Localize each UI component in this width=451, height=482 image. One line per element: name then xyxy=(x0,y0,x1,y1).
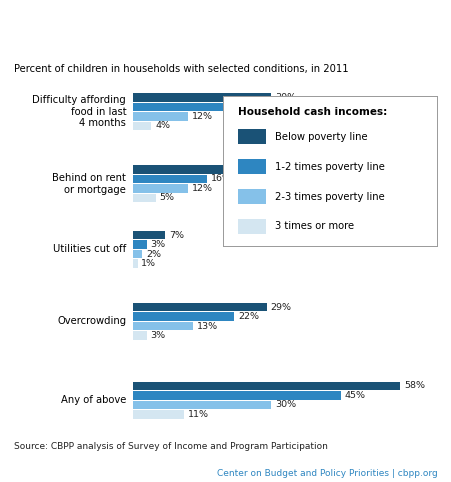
Text: 3%: 3% xyxy=(151,331,166,340)
Text: 12%: 12% xyxy=(192,184,213,193)
Text: Below poverty line: Below poverty line xyxy=(275,132,367,142)
Text: 16%: 16% xyxy=(211,174,231,184)
Bar xyxy=(133,184,189,193)
FancyBboxPatch shape xyxy=(238,129,266,144)
FancyBboxPatch shape xyxy=(238,159,266,174)
Bar xyxy=(133,174,207,183)
Text: 4%: 4% xyxy=(155,121,170,130)
Bar xyxy=(133,250,142,258)
Bar xyxy=(133,303,267,311)
Text: 13%: 13% xyxy=(197,321,218,331)
Text: 3%: 3% xyxy=(151,240,166,249)
Text: 30%: 30% xyxy=(275,93,296,102)
FancyBboxPatch shape xyxy=(238,189,266,204)
Text: 58%: 58% xyxy=(404,381,425,390)
FancyBboxPatch shape xyxy=(238,219,266,234)
Bar xyxy=(133,240,147,249)
Bar xyxy=(133,382,400,390)
Text: 20%: 20% xyxy=(229,102,250,111)
Bar xyxy=(133,194,156,202)
Bar xyxy=(133,312,235,321)
Text: 2-3 times poverty line: 2-3 times poverty line xyxy=(275,191,384,201)
Text: 12%: 12% xyxy=(192,112,213,121)
Text: Percent of children in households with selected conditions, in 2011: Percent of children in households with s… xyxy=(14,64,348,74)
Text: 45%: 45% xyxy=(344,391,365,400)
Bar xyxy=(133,165,239,174)
Bar xyxy=(133,103,225,111)
Text: 22%: 22% xyxy=(238,312,259,321)
Text: 2%: 2% xyxy=(146,250,161,258)
Text: Figure 1: Figure 1 xyxy=(202,9,249,21)
Bar xyxy=(133,322,193,331)
Text: 30%: 30% xyxy=(275,401,296,409)
Text: 23%: 23% xyxy=(243,165,264,174)
Text: 1%: 1% xyxy=(141,259,156,268)
Text: Household cash incomes:: Household cash incomes: xyxy=(238,107,387,117)
Text: Difficulty affording
food in last
4 months: Difficulty affording food in last 4 mont… xyxy=(32,95,126,128)
Text: Utilities cut off: Utilities cut off xyxy=(53,244,126,254)
Text: 1-2 times poverty line: 1-2 times poverty line xyxy=(275,161,385,172)
Text: Behind on rent
or mortgage: Behind on rent or mortgage xyxy=(52,173,126,195)
Bar xyxy=(133,121,152,130)
Text: Center on Budget and Policy Priorities | cbpp.org: Center on Budget and Policy Priorities |… xyxy=(217,469,437,478)
Bar xyxy=(133,259,138,268)
Text: 11%: 11% xyxy=(188,410,208,419)
Text: Hardship Rates Are High for Both Poor and Near-Poor Children: Hardship Rates Are High for Both Poor an… xyxy=(17,39,434,52)
Bar xyxy=(133,401,272,409)
Bar xyxy=(133,410,184,419)
Bar xyxy=(133,332,147,340)
Text: 3 times or more: 3 times or more xyxy=(275,221,354,231)
Bar xyxy=(133,93,272,102)
Text: Source: CBPP analysis of Survey of Income and Program Participation: Source: CBPP analysis of Survey of Incom… xyxy=(14,442,327,452)
Text: 7%: 7% xyxy=(169,230,184,240)
Text: Any of above: Any of above xyxy=(61,395,126,405)
Bar xyxy=(133,112,189,120)
Text: 29%: 29% xyxy=(271,303,291,312)
Bar xyxy=(133,231,166,239)
Text: Overcrowding: Overcrowding xyxy=(57,317,126,326)
Bar xyxy=(133,391,341,400)
Text: 5%: 5% xyxy=(160,193,175,202)
